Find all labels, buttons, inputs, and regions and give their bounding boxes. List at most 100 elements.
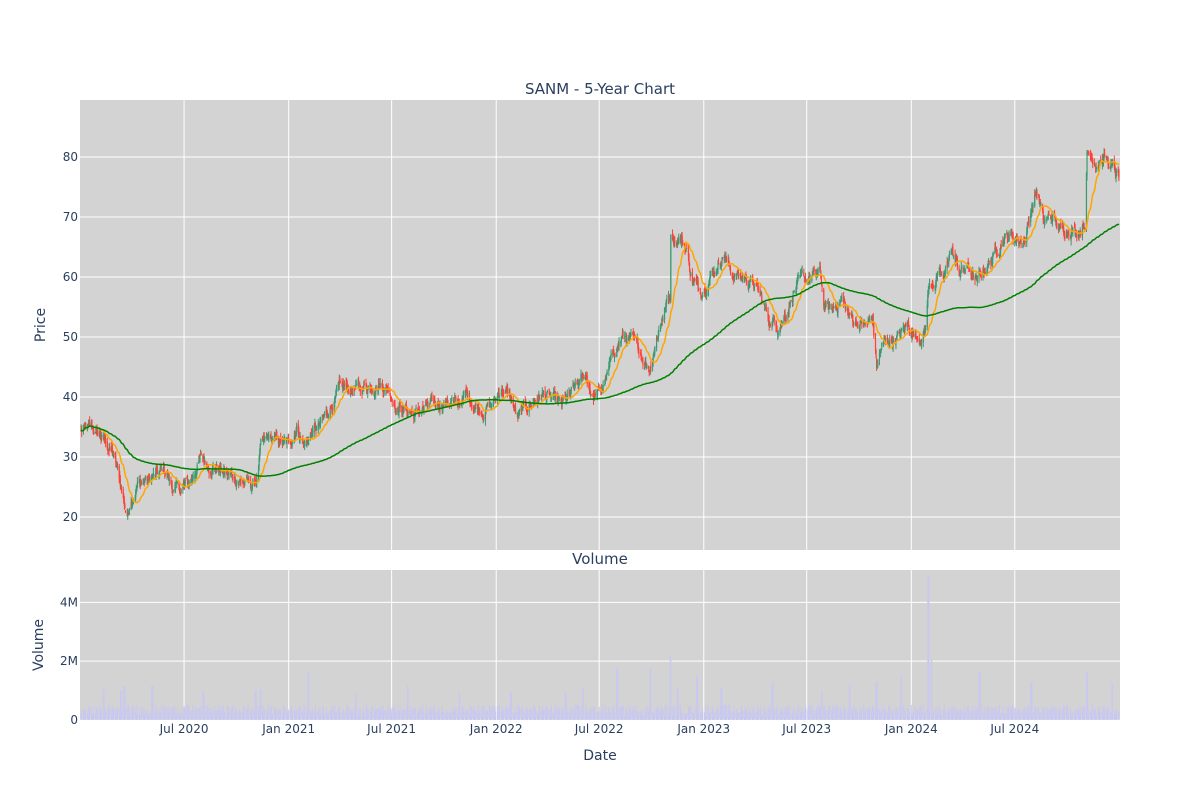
candlestick-body <box>435 405 436 407</box>
candlestick-up <box>175 484 176 493</box>
volume-bar <box>336 711 337 720</box>
candlestick-up <box>961 262 962 274</box>
candlestick-up <box>949 251 950 261</box>
candlestick-body <box>952 246 953 255</box>
volume-bar <box>384 712 385 720</box>
candlestick-body <box>179 487 180 491</box>
volume-bar <box>503 711 504 720</box>
candlestick-up <box>798 272 799 281</box>
volume-bar <box>324 714 325 720</box>
candlestick-body <box>97 431 98 434</box>
candlestick-down <box>1118 169 1119 181</box>
candlestick-up <box>618 337 619 351</box>
candlestick-body <box>515 407 516 412</box>
volume-bar <box>830 711 831 720</box>
candlestick-down <box>957 256 958 270</box>
candlestick-body <box>1084 228 1085 230</box>
candlestick-body <box>579 379 580 384</box>
volume-bar <box>877 707 878 720</box>
candlestick-body <box>549 389 550 390</box>
candlestick-up <box>336 385 337 396</box>
candlestick-body <box>730 269 731 273</box>
candlestick-down <box>777 326 778 333</box>
volume-bar <box>459 692 460 720</box>
candlestick-body <box>738 272 739 276</box>
candlestick-body <box>348 390 349 392</box>
candlestick-body <box>328 417 329 418</box>
candlestick-body <box>953 255 954 256</box>
candlestick-body <box>630 333 631 336</box>
volume-bar <box>240 713 241 720</box>
volume-bar <box>85 713 86 720</box>
candlestick-body <box>507 387 508 393</box>
candlestick-up <box>199 456 200 463</box>
candlestick-body <box>1104 153 1105 157</box>
candlestick-down <box>201 451 202 456</box>
volume-bar <box>698 713 699 720</box>
volume-bar <box>853 706 854 720</box>
volume-bar <box>881 709 882 720</box>
candlestick-body <box>992 257 993 265</box>
volume-bar <box>97 709 98 720</box>
candlestick-down <box>614 353 615 358</box>
candlestick-body <box>965 271 966 272</box>
candlestick-up <box>953 255 954 259</box>
volume-bar <box>400 705 401 720</box>
candlestick-body <box>483 417 484 418</box>
candlestick-body <box>423 406 424 411</box>
candlestick-body <box>479 412 480 414</box>
candlestick-body <box>823 289 824 306</box>
candlestick-body <box>1116 170 1117 173</box>
candlestick-up <box>396 408 397 415</box>
candlestick-down <box>360 385 361 396</box>
candlestick-body <box>1108 163 1109 168</box>
candlestick-up <box>1032 202 1033 212</box>
volume-bar <box>710 712 711 720</box>
price-y-tick-label: 60 <box>63 270 78 284</box>
candlestick-up <box>356 379 357 385</box>
candlestick-body <box>648 367 649 369</box>
candlestick-up <box>169 474 170 486</box>
volume-bar <box>543 710 544 720</box>
volume-bar <box>105 712 106 720</box>
candlestick-up <box>895 339 896 349</box>
candlestick-up <box>1044 215 1045 225</box>
volume-bar <box>217 710 218 720</box>
volume-bar <box>826 715 827 720</box>
candlestick-down <box>1064 231 1065 241</box>
volume-bar <box>630 707 631 720</box>
candlestick-body <box>614 356 615 357</box>
candlestick-body <box>603 385 604 392</box>
candlestick-body <box>105 439 106 443</box>
volume-bar <box>814 709 815 720</box>
candlestick-body <box>519 409 520 412</box>
candlestick-body <box>905 323 906 325</box>
volume-bar <box>507 710 508 720</box>
volume-bar <box>149 715 150 720</box>
candlestick-body <box>1028 221 1029 223</box>
volume-bar <box>376 709 377 720</box>
candlestick-up <box>901 328 902 331</box>
candlestick-down <box>989 260 990 265</box>
volume-bar <box>348 708 349 720</box>
price-y-tick-label: 80 <box>63 150 78 164</box>
candlestick-body <box>117 466 118 467</box>
candlestick-body <box>268 436 269 440</box>
volume-bar <box>451 707 452 720</box>
candlestick-up <box>802 265 803 273</box>
candlestick-body <box>989 261 990 262</box>
candlestick-body <box>1036 192 1037 196</box>
candlestick-down <box>821 284 822 292</box>
candlestick-body <box>547 391 548 393</box>
volume-bar <box>260 689 261 720</box>
candlestick-body <box>869 319 870 321</box>
candlestick-up <box>993 252 994 258</box>
volume-bar <box>678 707 679 720</box>
volume-bar <box>559 708 560 720</box>
candlestick-up <box>129 508 130 515</box>
price-y-tick-label: 30 <box>63 450 78 464</box>
candlestick-down <box>730 265 731 276</box>
candlestick-body <box>883 341 884 345</box>
candlestick-down <box>952 243 953 256</box>
candlestick-up <box>666 295 667 304</box>
